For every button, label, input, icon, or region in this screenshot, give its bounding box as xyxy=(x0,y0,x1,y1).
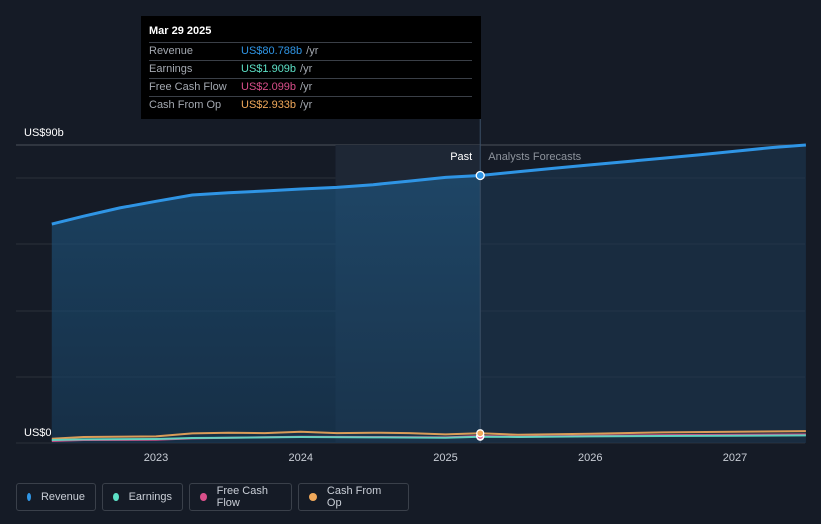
tooltip-unit: /yr xyxy=(300,63,313,75)
tooltip-value: US$2.933b xyxy=(241,99,297,111)
revenue-area-forecast xyxy=(480,145,806,443)
earnings-line xyxy=(51,434,806,441)
tooltip-row-earnings: Earnings US$1.909b /yr xyxy=(149,60,472,78)
tooltip-value: US$2.099b xyxy=(241,81,297,93)
legend-label: Free Cash Flow xyxy=(216,485,268,509)
past-label: Past xyxy=(450,151,472,163)
forecast-label: Analysts Forecasts xyxy=(488,151,581,163)
tooltip-value: US$80.788b xyxy=(241,45,303,57)
tooltip-label: Cash From Op xyxy=(149,99,222,111)
tooltip-unit: /yr xyxy=(306,45,319,57)
legend-item-revenue[interactable]: Revenue xyxy=(16,483,96,511)
tooltip-unit: /yr xyxy=(300,81,313,93)
legend-label: Cash From Op xyxy=(326,485,382,509)
x-tick-label: 2023 xyxy=(144,452,168,464)
legend-item-free-cash-flow[interactable]: Free Cash Flow xyxy=(189,483,292,511)
legend-label: Earnings xyxy=(128,491,172,503)
tooltip-date: Mar 29 2025 xyxy=(149,25,212,37)
y-axis-bottom-label: US$0 xyxy=(24,427,52,439)
cash-from-op-line xyxy=(51,430,806,440)
legend-label: Revenue xyxy=(40,491,85,503)
legend-item-earnings[interactable]: Earnings xyxy=(102,483,183,511)
tooltip-unit: /yr xyxy=(300,99,313,111)
legend-item-cash-from-op[interactable]: Cash From Op xyxy=(298,483,409,511)
earnings-dot-icon xyxy=(113,493,119,501)
x-tick-label: 2026 xyxy=(578,452,602,464)
cash-from-op-marker xyxy=(476,429,485,438)
tooltip-row-revenue: Revenue US$80.788b /yr xyxy=(149,42,472,60)
x-tick-label: 2027 xyxy=(723,452,747,464)
tooltip-row-cash-from-op: Cash From Op US$2.933b /yr xyxy=(149,96,472,114)
revenue-dot-icon xyxy=(27,493,31,501)
cash-from-op-dot-icon xyxy=(309,493,317,501)
x-tick-label: 2025 xyxy=(433,452,457,464)
revenue-area-past xyxy=(51,175,481,443)
free-cash-flow-dot-icon xyxy=(200,493,207,501)
chart-legend: Revenue Earnings Free Cash Flow Cash Fro… xyxy=(16,483,415,511)
revenue-marker xyxy=(475,170,485,181)
tooltip-label: Revenue xyxy=(149,45,194,57)
x-tick-label: 2024 xyxy=(289,452,313,464)
y-axis-top-label: US$90b xyxy=(24,127,64,139)
revenue-line xyxy=(51,143,807,226)
tooltip-label: Free Cash Flow xyxy=(149,81,227,93)
tooltip-row-free-cash-flow: Free Cash Flow US$2.099b /yr xyxy=(149,78,472,96)
tooltip-label: Earnings xyxy=(149,63,193,75)
data-tooltip: Mar 29 2025 Revenue US$80.788b /yr Earni… xyxy=(141,16,481,119)
tooltip-value: US$1.909b xyxy=(241,63,297,75)
